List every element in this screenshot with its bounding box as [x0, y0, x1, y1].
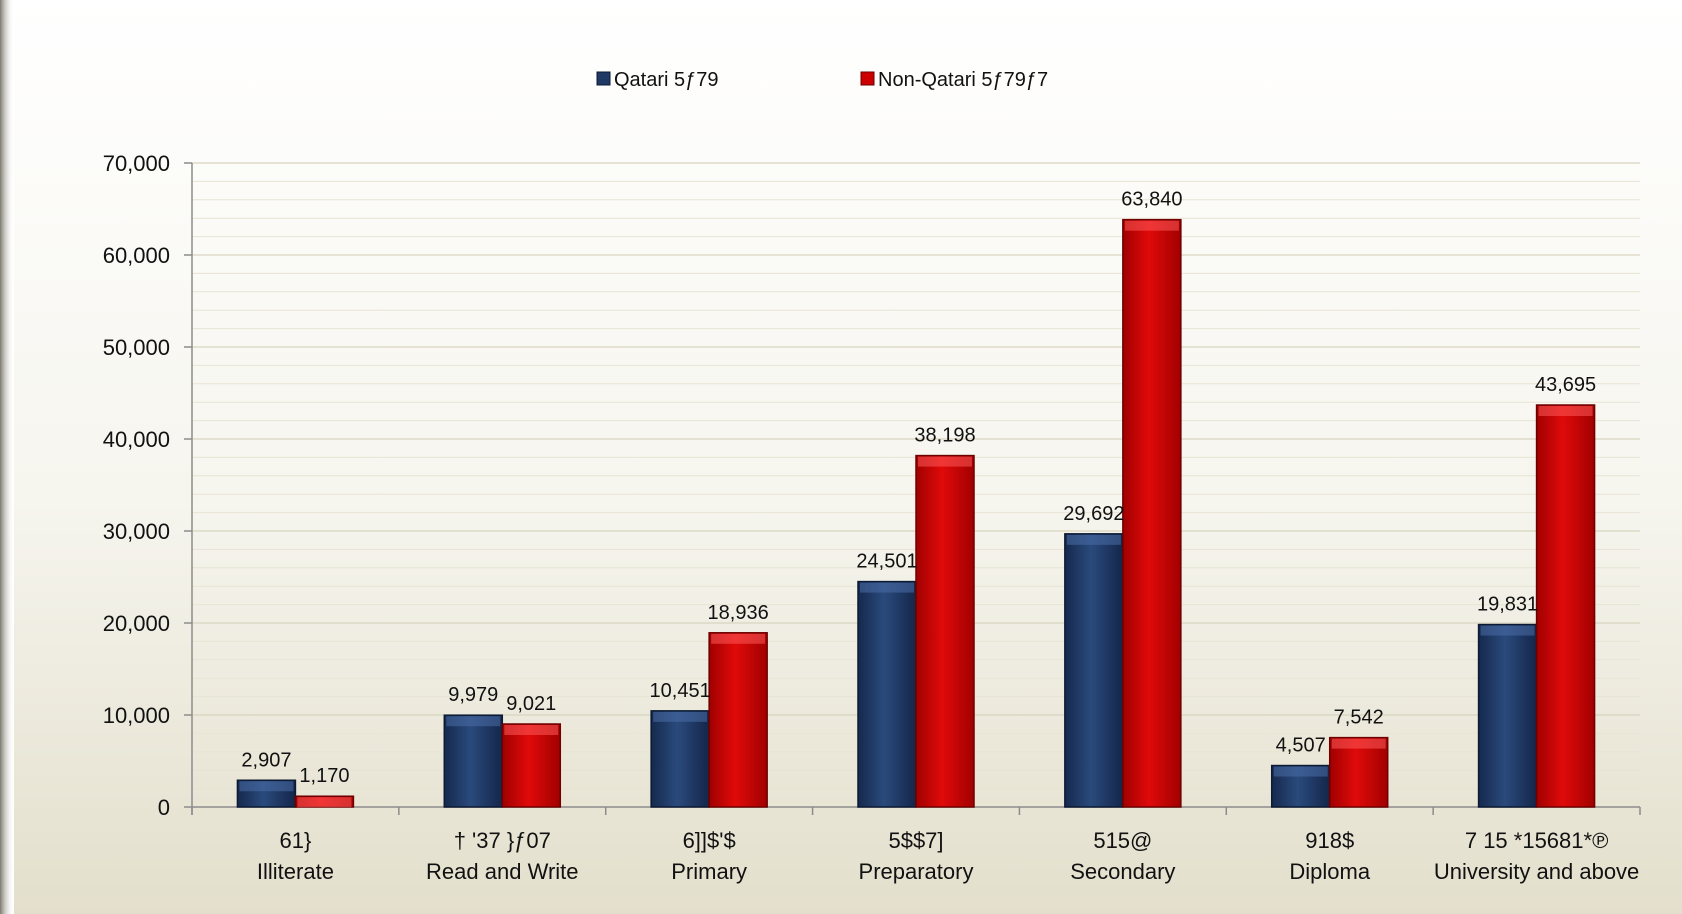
data-label: 29,692 [1063, 503, 1124, 525]
left-edge-shadow [0, 0, 14, 914]
bar-highlight [711, 633, 766, 644]
data-label: 43,695 [1535, 374, 1596, 396]
bar-qatari [1064, 533, 1124, 808]
y-tick-label: 50,000 [103, 335, 170, 360]
data-label: 9,021 [506, 693, 556, 715]
bar-qatari [857, 580, 917, 808]
bar-highlight [1480, 625, 1535, 636]
data-label: 19,831 [1477, 594, 1538, 616]
bar-qatari [1477, 623, 1538, 808]
bar-highlight [1066, 534, 1121, 545]
data-label: 38,198 [914, 425, 975, 447]
bar-highlight [504, 725, 559, 736]
bar-highlight [239, 781, 294, 792]
y-tick-label: 0 [158, 795, 170, 820]
bars [236, 218, 1596, 808]
bar-highlight [297, 797, 352, 808]
bar-highlight [1538, 406, 1593, 417]
data-label: 18,936 [708, 602, 769, 624]
x-tick-label-secondary: 6]]$'$ [683, 828, 736, 853]
x-tick-label-secondary: † '37 }ƒ07 [454, 828, 551, 853]
y-tick-label: 40,000 [103, 427, 170, 452]
data-label: 9,979 [448, 684, 498, 706]
legend-swatch-qatari [596, 71, 611, 86]
value-labels: 2,907 1,170 9,979 9,021 10,451 18,936 24,501 38… [241, 189, 1596, 788]
bar-qatari [650, 710, 710, 808]
bar-highlight [860, 582, 914, 593]
bar-qatari [443, 714, 504, 808]
y-tick-label: 60,000 [103, 243, 170, 268]
bar-non-qatari [915, 454, 975, 808]
data-label: 10,451 [650, 680, 711, 702]
bar-non-qatari [1122, 218, 1182, 808]
legend-label-qatari: Qatari 5ƒ79 [614, 69, 719, 91]
legend-label-non-qatari: Non-Qatari 5ƒ79ƒ7 [878, 69, 1048, 91]
y-tick-label: 10,000 [103, 703, 170, 728]
data-label: 24,501 [856, 551, 917, 573]
data-label: 4,507 [1276, 735, 1326, 757]
y-tick-label: 20,000 [103, 611, 170, 636]
category-labels: 61} Illiterate † '37 }ƒ07 Read and Write 6]]… [257, 828, 1639, 884]
bar-highlight [1331, 738, 1386, 749]
legend-swatch-non-qatari [860, 71, 875, 86]
x-tick-label: Primary [671, 859, 747, 884]
legend: Qatari 5ƒ79 Non-Qatari 5ƒ79ƒ7 [596, 69, 1048, 91]
x-tick-label-secondary: 918$ [1305, 828, 1354, 853]
bar-highlight [446, 716, 501, 727]
data-label: 2,907 [241, 749, 291, 771]
x-tick-label: Illiterate [257, 859, 334, 884]
x-tick-label: Preparatory [859, 859, 974, 884]
x-tick-label-secondary: 7 15 *15681*℗ [1465, 828, 1608, 853]
bar-highlight [918, 456, 972, 467]
x-tick-label: Secondary [1070, 859, 1175, 884]
y-tick-label: 30,000 [103, 519, 170, 544]
data-label: 7,542 [1334, 707, 1384, 729]
bar-non-qatari [501, 723, 562, 808]
data-label: 1,170 [299, 765, 349, 787]
y-tick-label: 70,000 [103, 151, 170, 176]
data-label: 63,840 [1121, 189, 1182, 211]
bar-highlight [1124, 220, 1179, 231]
x-tick-label: Read and Write [426, 859, 578, 884]
x-tick-label-secondary: 5$$7] [888, 828, 943, 853]
x-tick-label: University and above [1434, 859, 1639, 884]
x-tick-label-secondary: 515@ [1093, 828, 1152, 853]
bar-non-qatari [1535, 404, 1596, 808]
bar-highlight [1273, 766, 1328, 777]
x-tick-label: Diploma [1289, 859, 1370, 884]
bar-highlight [653, 711, 708, 722]
bar-non-qatari [1328, 736, 1389, 808]
x-tick-label-secondary: 61} [280, 828, 312, 853]
bar-non-qatari [708, 632, 768, 808]
